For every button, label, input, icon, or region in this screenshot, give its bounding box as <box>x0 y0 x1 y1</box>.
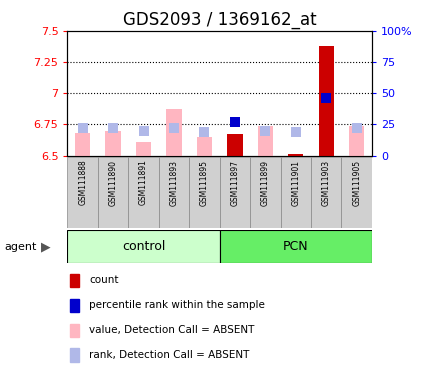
Point <box>261 127 268 134</box>
Bar <box>280 157 310 228</box>
Bar <box>219 230 371 263</box>
Text: GSM111891: GSM111891 <box>139 160 148 205</box>
Bar <box>128 157 158 228</box>
Bar <box>341 157 371 228</box>
Text: value, Detection Call = ABSENT: value, Detection Call = ABSENT <box>89 325 254 335</box>
Bar <box>257 126 273 156</box>
Bar <box>250 157 280 228</box>
Bar <box>75 133 90 156</box>
Bar <box>67 230 219 263</box>
Text: rank, Detection Call = ABSENT: rank, Detection Call = ABSENT <box>89 350 249 360</box>
Text: percentile rank within the sample: percentile rank within the sample <box>89 300 264 310</box>
Bar <box>227 134 242 156</box>
Text: GSM111903: GSM111903 <box>321 160 330 206</box>
Bar <box>318 46 333 156</box>
Text: GSM111890: GSM111890 <box>108 160 117 205</box>
Bar <box>67 157 98 228</box>
Title: GDS2093 / 1369162_at: GDS2093 / 1369162_at <box>122 12 316 30</box>
Bar <box>219 157 250 228</box>
Bar <box>166 109 181 156</box>
Text: GSM111888: GSM111888 <box>78 160 87 205</box>
Point <box>109 125 116 131</box>
Bar <box>287 154 303 156</box>
Text: agent: agent <box>4 242 36 252</box>
Text: control: control <box>122 240 165 253</box>
Bar <box>158 157 189 228</box>
Bar <box>310 157 341 228</box>
Point <box>352 125 359 131</box>
Text: GSM111895: GSM111895 <box>200 160 208 205</box>
Point <box>322 95 329 101</box>
Text: GSM111897: GSM111897 <box>230 160 239 205</box>
Bar <box>189 157 219 228</box>
Text: count: count <box>89 275 118 285</box>
Bar <box>136 142 151 156</box>
Point <box>140 127 147 134</box>
Point <box>79 125 86 131</box>
Text: ▶: ▶ <box>41 240 50 253</box>
Bar <box>348 126 364 156</box>
Text: PCN: PCN <box>283 240 308 253</box>
Bar <box>196 137 212 156</box>
Point <box>292 129 299 135</box>
Text: GSM111893: GSM111893 <box>169 160 178 205</box>
Point <box>201 129 207 135</box>
Point <box>170 125 177 131</box>
Bar <box>105 131 120 156</box>
Point <box>231 119 238 125</box>
Bar <box>98 157 128 228</box>
Text: GSM111905: GSM111905 <box>352 160 360 206</box>
Text: GSM111901: GSM111901 <box>291 160 299 205</box>
Text: GSM111899: GSM111899 <box>260 160 269 205</box>
